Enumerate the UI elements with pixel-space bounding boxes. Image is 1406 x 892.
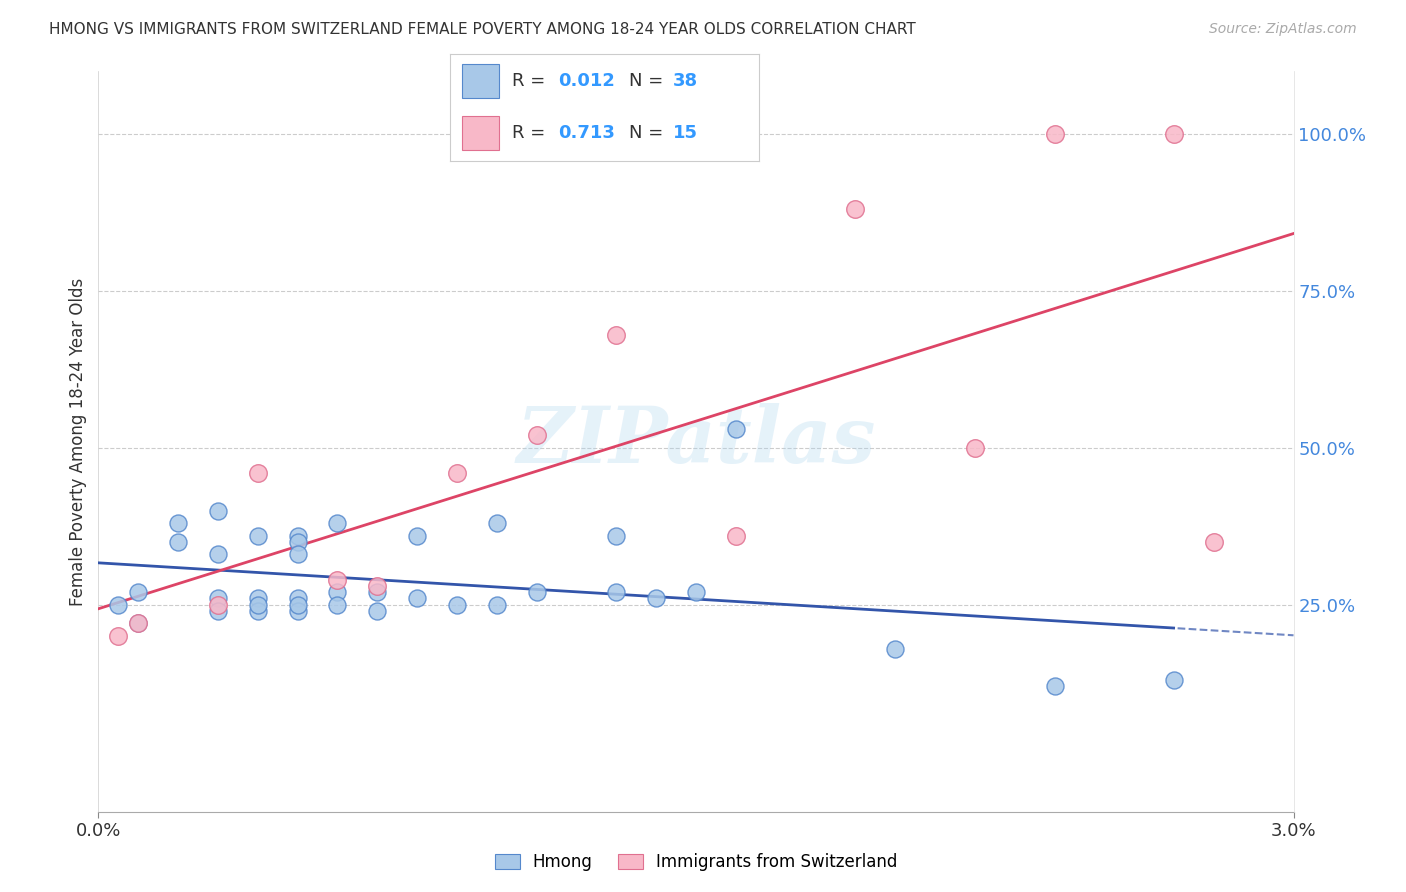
Point bbox=[127, 585, 149, 599]
Point bbox=[685, 585, 707, 599]
Point bbox=[1202, 535, 1225, 549]
Bar bbox=[463, 64, 499, 98]
Point bbox=[326, 573, 349, 587]
Point bbox=[127, 616, 149, 631]
Text: 15: 15 bbox=[672, 124, 697, 142]
Point bbox=[246, 466, 269, 480]
Point bbox=[287, 529, 309, 543]
Point bbox=[406, 591, 429, 606]
Point bbox=[645, 591, 668, 606]
Point bbox=[287, 598, 309, 612]
Point bbox=[287, 604, 309, 618]
Legend: Hmong, Immigrants from Switzerland: Hmong, Immigrants from Switzerland bbox=[488, 847, 904, 878]
Point bbox=[107, 629, 129, 643]
Point bbox=[207, 548, 229, 562]
Text: Source: ZipAtlas.com: Source: ZipAtlas.com bbox=[1209, 22, 1357, 37]
Point bbox=[1043, 679, 1066, 693]
Point bbox=[485, 598, 508, 612]
Text: R =: R = bbox=[512, 124, 551, 142]
Point bbox=[884, 641, 907, 656]
Text: 0.713: 0.713 bbox=[558, 124, 614, 142]
Text: N =: N = bbox=[630, 72, 669, 90]
Point bbox=[246, 591, 269, 606]
Point bbox=[287, 535, 309, 549]
Point bbox=[1163, 127, 1185, 141]
Point bbox=[207, 591, 229, 606]
Bar bbox=[463, 116, 499, 150]
Point bbox=[207, 503, 229, 517]
Point bbox=[724, 529, 747, 543]
Point bbox=[207, 598, 229, 612]
Y-axis label: Female Poverty Among 18-24 Year Olds: Female Poverty Among 18-24 Year Olds bbox=[69, 277, 87, 606]
Point bbox=[246, 604, 269, 618]
Point bbox=[963, 441, 986, 455]
Point bbox=[326, 585, 349, 599]
Text: 0.012: 0.012 bbox=[558, 72, 614, 90]
Point bbox=[326, 516, 349, 530]
Point bbox=[107, 598, 129, 612]
Point bbox=[605, 529, 627, 543]
Point bbox=[167, 535, 190, 549]
Text: ZIPatlas: ZIPatlas bbox=[516, 403, 876, 480]
Point bbox=[207, 604, 229, 618]
Point bbox=[366, 585, 388, 599]
Point bbox=[446, 598, 468, 612]
Point bbox=[605, 585, 627, 599]
Point bbox=[844, 202, 866, 217]
Point bbox=[287, 548, 309, 562]
Text: N =: N = bbox=[630, 124, 669, 142]
Point bbox=[366, 579, 388, 593]
Point bbox=[287, 591, 309, 606]
Point bbox=[246, 529, 269, 543]
Point bbox=[526, 585, 548, 599]
Point bbox=[127, 616, 149, 631]
Point bbox=[167, 516, 190, 530]
Point bbox=[485, 516, 508, 530]
Point bbox=[605, 327, 627, 342]
Point bbox=[326, 598, 349, 612]
Point bbox=[526, 428, 548, 442]
Text: 38: 38 bbox=[672, 72, 697, 90]
Point bbox=[1043, 127, 1066, 141]
Point bbox=[446, 466, 468, 480]
Text: R =: R = bbox=[512, 72, 551, 90]
Point bbox=[724, 422, 747, 436]
Point bbox=[1163, 673, 1185, 687]
Text: HMONG VS IMMIGRANTS FROM SWITZERLAND FEMALE POVERTY AMONG 18-24 YEAR OLDS CORREL: HMONG VS IMMIGRANTS FROM SWITZERLAND FEM… bbox=[49, 22, 915, 37]
Point bbox=[406, 529, 429, 543]
Point bbox=[366, 604, 388, 618]
Point bbox=[246, 598, 269, 612]
